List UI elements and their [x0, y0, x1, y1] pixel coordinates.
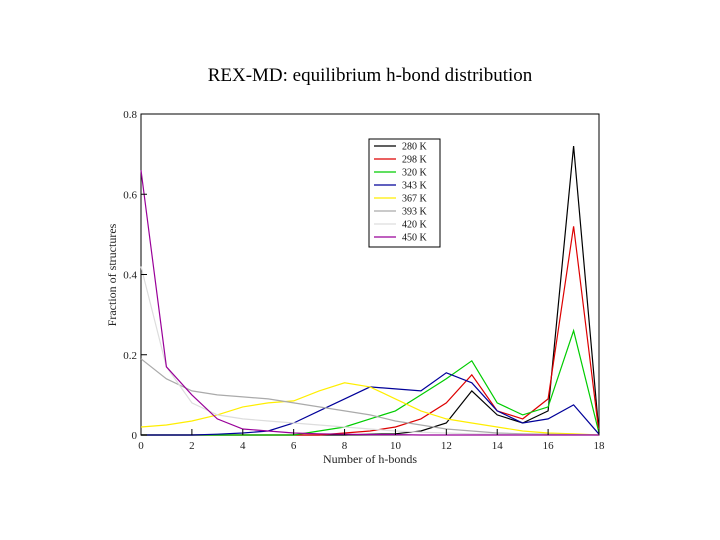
x-tick-label: 14 — [492, 440, 504, 452]
x-tick-label: 8 — [342, 440, 348, 452]
series-lines — [140, 146, 600, 436]
legend-label: 320 K — [402, 168, 428, 179]
x-tick-label: 6 — [291, 440, 297, 452]
x-tick-label: 10 — [390, 440, 402, 452]
x-tick-label: 4 — [240, 440, 246, 452]
series-line — [140, 170, 599, 436]
x-tick-label: 0 — [138, 440, 144, 452]
legend-label: 420 K — [402, 220, 428, 231]
series-line — [140, 358, 600, 436]
legend-items: 280 K 298 K 320 K 343 K 367 K 393 K 420 K 450 K — [374, 142, 428, 244]
legend-label: 343 K — [402, 181, 428, 192]
x-tick-label: 12 — [441, 440, 452, 452]
y-tick-label: 0.4 — [123, 270, 137, 282]
legend-label: 450 K — [402, 233, 428, 244]
x-tick-label: 16 — [543, 440, 555, 452]
y-tick-label: 0 — [132, 430, 138, 442]
legend-label: 367 K — [402, 194, 428, 205]
x-tick-label: 2 — [189, 440, 195, 452]
y-tick-label: 0.8 — [123, 109, 137, 121]
legend-label: 298 K — [402, 155, 428, 166]
legend-label: 393 K — [402, 207, 428, 218]
y-axis-label: Fraction of structures — [105, 223, 119, 326]
legend-box — [368, 138, 441, 248]
series-line — [141, 328, 600, 436]
chart-title: REX-MD: equilibrium h-bond distribution — [208, 65, 533, 86]
y-tick-label: 0.6 — [123, 189, 137, 201]
x-axis: 0 2 4 6 8 10 12 14 16 18 — [138, 429, 605, 452]
x-axis-label: Number of h-bonds — [323, 452, 417, 466]
y-tick-label: 0.2 — [123, 350, 137, 362]
legend-label: 280 K — [402, 142, 428, 153]
x-tick-label: 18 — [594, 440, 606, 452]
legend: 280 K 298 K 320 K 343 K 367 K 393 K 420 K 450 K — [368, 138, 441, 248]
y-axis: 0 0.2 0.4 0.6 0.8 — [123, 109, 147, 442]
